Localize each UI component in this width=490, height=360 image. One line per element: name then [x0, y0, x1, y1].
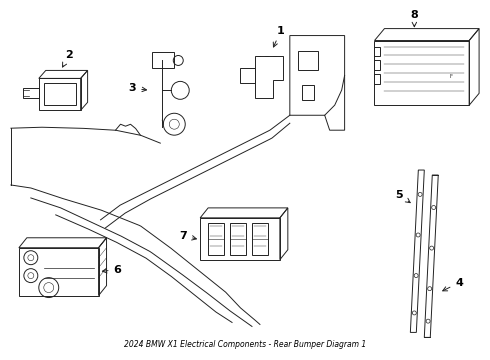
Text: 8: 8 — [411, 10, 418, 27]
Text: 2024 BMW X1 Electrical Components - Rear Bumper Diagram 1: 2024 BMW X1 Electrical Components - Rear… — [124, 340, 366, 349]
Polygon shape — [424, 175, 438, 337]
Text: 5: 5 — [395, 190, 410, 203]
Text: 7: 7 — [179, 231, 196, 241]
Text: 4: 4 — [442, 278, 463, 291]
Text: 6: 6 — [102, 265, 122, 275]
Polygon shape — [410, 170, 424, 332]
Text: 3: 3 — [128, 84, 147, 93]
Text: l°: l° — [449, 75, 453, 80]
Text: 1: 1 — [273, 26, 285, 47]
Text: 2: 2 — [63, 50, 73, 67]
